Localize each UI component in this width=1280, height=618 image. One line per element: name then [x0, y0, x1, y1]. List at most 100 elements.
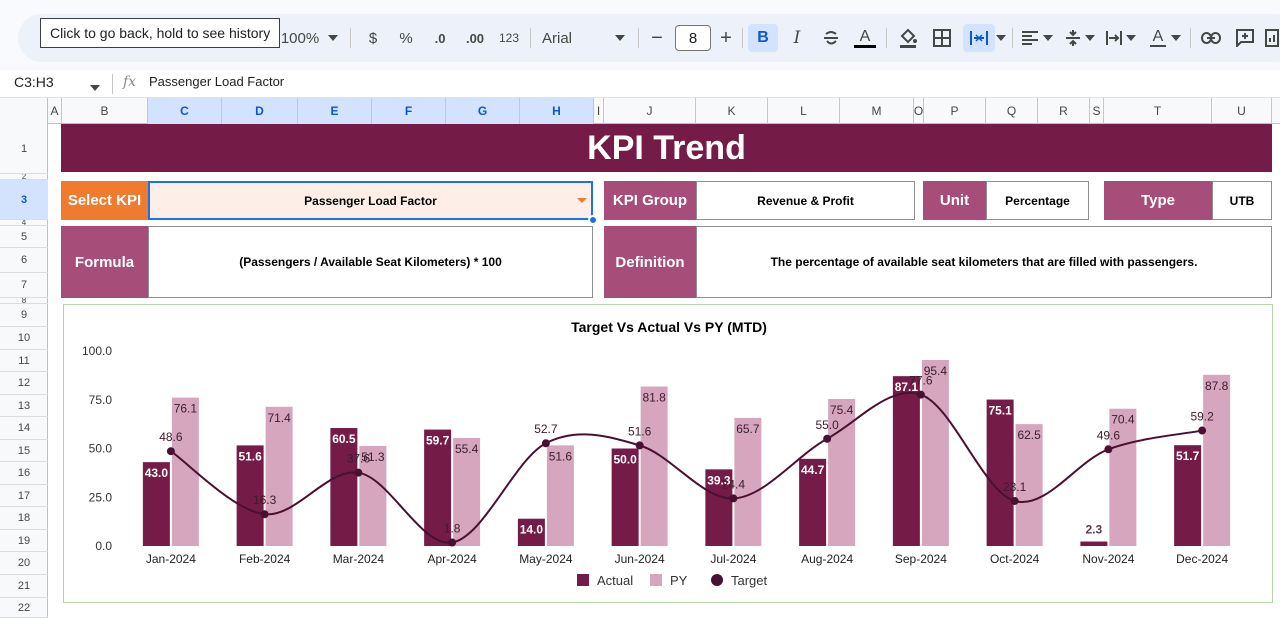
- column-header-t[interactable]: T: [1104, 98, 1212, 124]
- row-header-4[interactable]: 4: [0, 220, 48, 226]
- insert-link-button[interactable]: [1198, 24, 1224, 52]
- actual-bar[interactable]: [517, 518, 545, 546]
- row-header-16[interactable]: 16: [0, 462, 48, 485]
- row-header-1[interactable]: 1: [0, 124, 48, 174]
- actual-bar[interactable]: [330, 428, 358, 546]
- py-bar[interactable]: [359, 445, 387, 546]
- font-size-input[interactable]: 8: [675, 25, 711, 51]
- column-header-b[interactable]: B: [62, 98, 148, 124]
- target-point[interactable]: [1010, 496, 1019, 505]
- row-header-5[interactable]: 5: [0, 226, 48, 248]
- column-header-h[interactable]: H: [520, 98, 594, 124]
- column-header-q[interactable]: Q: [986, 98, 1038, 124]
- py-bar[interactable]: [1203, 374, 1231, 546]
- number-format-button[interactable]: 123: [496, 24, 522, 52]
- bold-button[interactable]: B: [748, 24, 778, 52]
- row-header-10[interactable]: 10: [0, 327, 48, 350]
- selection-drag-handle[interactable]: [588, 215, 598, 225]
- row-header-8[interactable]: 8: [0, 298, 48, 304]
- target-point[interactable]: [635, 441, 644, 450]
- increase-font-size-button[interactable]: +: [716, 24, 736, 52]
- text-rotation-button[interactable]: A: [1146, 24, 1170, 52]
- row-header-13[interactable]: 13: [0, 395, 48, 417]
- column-header-u[interactable]: U: [1212, 98, 1272, 124]
- row-header-3[interactable]: 3: [0, 180, 48, 220]
- target-point[interactable]: [1104, 445, 1113, 454]
- decrease-font-size-button[interactable]: −: [648, 24, 666, 52]
- currency-format-button[interactable]: $: [362, 24, 384, 52]
- select-all-corner[interactable]: [0, 98, 48, 124]
- row-header-11[interactable]: 11: [0, 350, 48, 372]
- actual-bar[interactable]: [799, 458, 827, 546]
- increase-decimal-button[interactable]: .00: [460, 24, 490, 52]
- fill-color-button[interactable]: [895, 24, 921, 52]
- row-header-2[interactable]: 2: [0, 174, 48, 180]
- column-header-i[interactable]: I: [594, 98, 604, 124]
- column-header-k[interactable]: K: [696, 98, 768, 124]
- text-wrap-button[interactable]: [1103, 24, 1125, 52]
- column-header-e[interactable]: E: [298, 98, 372, 124]
- column-header-j[interactable]: J: [604, 98, 696, 124]
- py-bar[interactable]: [1015, 424, 1043, 546]
- target-point[interactable]: [729, 494, 738, 503]
- row-header-6[interactable]: 6: [0, 248, 48, 273]
- target-point[interactable]: [354, 468, 363, 477]
- row-header-9[interactable]: 9: [0, 304, 48, 327]
- row-header-18[interactable]: 18: [0, 507, 48, 530]
- column-header-l[interactable]: L: [768, 98, 840, 124]
- row-header-7[interactable]: 7: [0, 273, 48, 298]
- column-header-r[interactable]: R: [1038, 98, 1090, 124]
- formula-input[interactable]: Passenger Load Factor: [149, 74, 284, 89]
- actual-bar[interactable]: [1174, 445, 1202, 546]
- row-header-19[interactable]: 19: [0, 530, 48, 552]
- zoom-select[interactable]: 100%: [280, 24, 320, 52]
- wrap-chevron-down-icon[interactable]: [1125, 24, 1137, 52]
- row-header-17[interactable]: 17: [0, 485, 48, 507]
- insert-comment-button[interactable]: [1232, 24, 1258, 52]
- percent-format-button[interactable]: %: [395, 24, 417, 52]
- column-header-p[interactable]: P: [924, 98, 986, 124]
- column-header-o[interactable]: O: [914, 98, 924, 124]
- rotation-chevron-down-icon[interactable]: [1170, 24, 1182, 52]
- italic-button[interactable]: I: [784, 24, 810, 52]
- align-chevron-down-icon[interactable]: [1042, 24, 1054, 52]
- row-header-20[interactable]: 20: [0, 552, 48, 575]
- actual-bar[interactable]: [142, 462, 170, 546]
- column-header-a[interactable]: A: [48, 98, 62, 124]
- target-point[interactable]: [260, 510, 269, 519]
- py-bar[interactable]: [921, 359, 949, 546]
- insert-chart-button[interactable]: [1264, 24, 1280, 52]
- row-header-15[interactable]: 15: [0, 440, 48, 462]
- font-chevron-down-icon[interactable]: [612, 24, 628, 52]
- decrease-decimal-button[interactable]: .0: [426, 24, 454, 52]
- row-header-21[interactable]: 21: [0, 575, 48, 598]
- target-point[interactable]: [916, 390, 925, 399]
- actual-bar[interactable]: [424, 429, 452, 546]
- actual-bar[interactable]: [705, 469, 733, 546]
- column-header-d[interactable]: D: [222, 98, 298, 124]
- strikethrough-button[interactable]: [818, 24, 844, 52]
- name-box[interactable]: C3:H3: [14, 74, 54, 90]
- font-family-select[interactable]: Arial: [542, 24, 602, 52]
- kpi-dropdown[interactable]: Passenger Load Factor: [148, 181, 593, 220]
- zoom-chevron-down-icon[interactable]: [324, 24, 342, 52]
- py-bar[interactable]: [734, 417, 762, 546]
- py-bar[interactable]: [265, 406, 293, 546]
- valign-chevron-down-icon[interactable]: [1084, 24, 1096, 52]
- actual-bar[interactable]: [611, 448, 639, 547]
- target-point[interactable]: [541, 439, 550, 448]
- vertical-align-button[interactable]: [1062, 24, 1084, 52]
- actual-bar[interactable]: [1080, 541, 1108, 546]
- row-header-22[interactable]: 22: [0, 598, 48, 618]
- target-point[interactable]: [823, 434, 832, 443]
- merge-cells-button[interactable]: [963, 24, 995, 52]
- py-bar[interactable]: [640, 386, 668, 546]
- column-header-m[interactable]: M: [840, 98, 914, 124]
- actual-bar[interactable]: [236, 445, 264, 546]
- column-header-g[interactable]: G: [446, 98, 520, 124]
- name-box-chevron-down-icon[interactable]: [90, 78, 100, 96]
- text-color-button[interactable]: A: [851, 24, 879, 52]
- target-point[interactable]: [1198, 426, 1207, 435]
- borders-button[interactable]: [929, 24, 955, 52]
- merge-chevron-down-icon[interactable]: [995, 24, 1007, 52]
